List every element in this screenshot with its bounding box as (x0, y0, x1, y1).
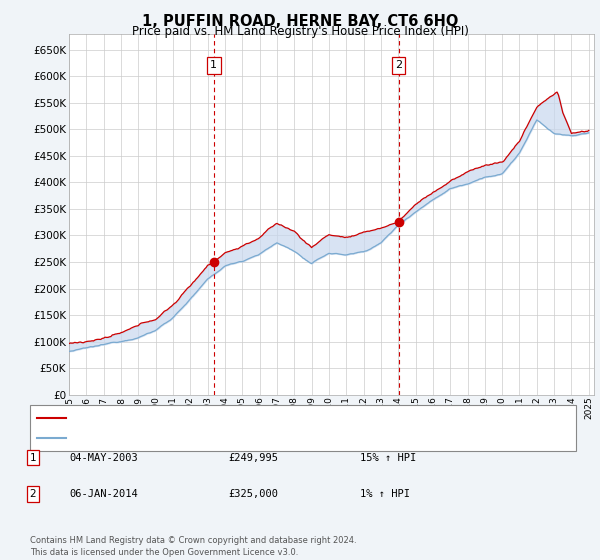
Text: 1: 1 (29, 452, 37, 463)
Text: 15% ↑ HPI: 15% ↑ HPI (360, 452, 416, 463)
Text: 1, PUFFIN ROAD, HERNE BAY, CT6 6HQ (detached house): 1, PUFFIN ROAD, HERNE BAY, CT6 6HQ (deta… (71, 413, 355, 423)
Text: 2: 2 (29, 489, 37, 499)
Text: 2: 2 (395, 60, 402, 71)
Text: £249,995: £249,995 (228, 452, 278, 463)
Text: 04-MAY-2003: 04-MAY-2003 (69, 452, 138, 463)
Text: Contains HM Land Registry data © Crown copyright and database right 2024.
This d: Contains HM Land Registry data © Crown c… (30, 536, 356, 557)
Text: 1: 1 (210, 60, 217, 71)
Text: 06-JAN-2014: 06-JAN-2014 (69, 489, 138, 499)
Text: 1, PUFFIN ROAD, HERNE BAY, CT6 6HQ: 1, PUFFIN ROAD, HERNE BAY, CT6 6HQ (142, 14, 458, 29)
Text: £325,000: £325,000 (228, 489, 278, 499)
Text: HPI: Average price, detached house, Canterbury: HPI: Average price, detached house, Cant… (71, 433, 311, 443)
Text: 1% ↑ HPI: 1% ↑ HPI (360, 489, 410, 499)
Text: Price paid vs. HM Land Registry's House Price Index (HPI): Price paid vs. HM Land Registry's House … (131, 25, 469, 38)
